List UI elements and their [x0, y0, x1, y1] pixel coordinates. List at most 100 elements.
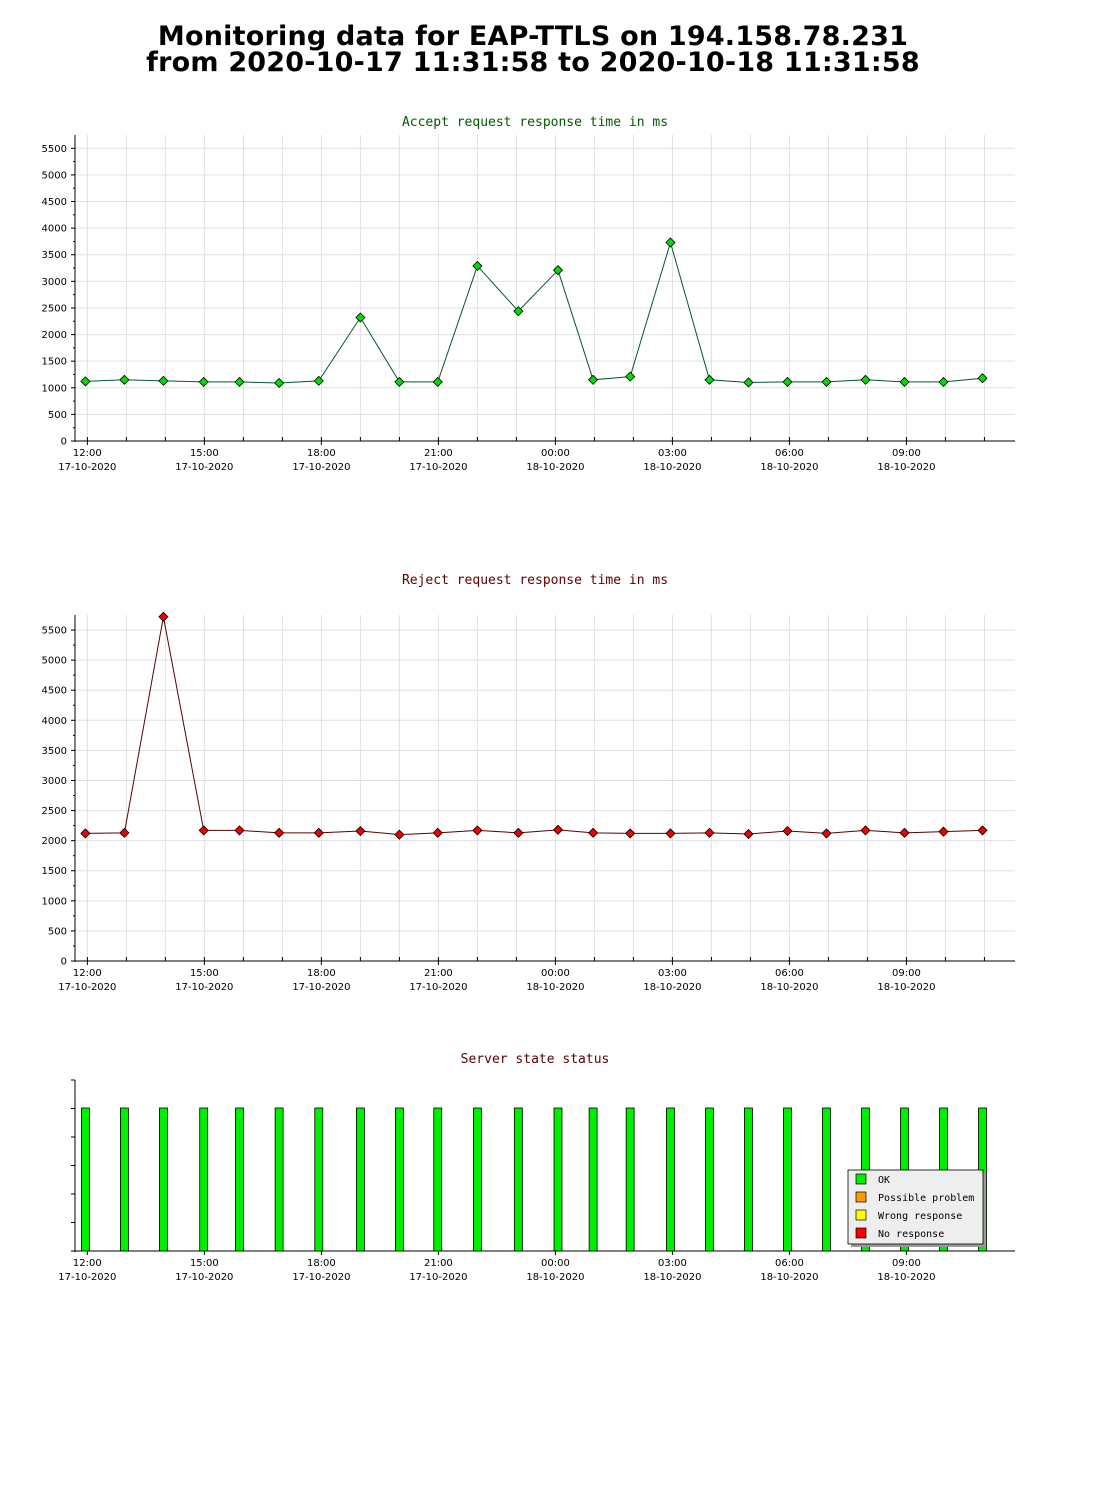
y-tick-label: 3000 [42, 277, 67, 288]
x-tick-date-label: 18-10-2020 [760, 462, 818, 473]
x-tick-date-label: 18-10-2020 [526, 462, 584, 473]
x-tick-time-label: 09:00 [892, 968, 921, 979]
reject-data-point [158, 611, 169, 622]
status-bar [235, 1107, 244, 1252]
x-tick-date-label: 17-10-2020 [58, 982, 116, 993]
y-tick-label: 1000 [42, 896, 67, 907]
page-title-line-1: Monitoring data for EAP-TTLS on 194.158.… [157, 21, 909, 52]
status-bar [355, 1107, 365, 1252]
reject-data-point [234, 825, 245, 836]
reject-series-line [85, 616, 983, 836]
y-tick-label: 2000 [42, 836, 67, 847]
reject-data-point [588, 827, 599, 838]
accept-data-point [119, 374, 130, 385]
x-tick-date-label: 17-10-2020 [409, 982, 467, 993]
y-tick-label: 4000 [42, 716, 67, 727]
status-bar [822, 1107, 831, 1252]
x-tick-time-label: 09:00 [892, 1258, 921, 1269]
y-tick-label: 5500 [42, 144, 67, 155]
reject-data-point [860, 825, 871, 836]
y-tick-label: 4500 [42, 686, 67, 697]
page-title-line-2: from 2020-10-17 11:31:58 to 2020-10-18 1… [146, 47, 920, 78]
x-tick-date-label: 17-10-2020 [175, 1272, 233, 1283]
legend-label: Wrong response [878, 1211, 962, 1222]
y-tick-label: 1000 [42, 383, 67, 394]
x-tick-time-label: 06:00 [775, 968, 804, 979]
status-bar [472, 1107, 482, 1252]
y-tick-label: 5000 [42, 656, 67, 667]
accept-data-point [313, 375, 324, 386]
accept-chart-title: Accept request response time in ms [402, 115, 668, 130]
x-tick-time-label: 21:00 [424, 448, 453, 459]
x-tick-date-label: 18-10-2020 [877, 1272, 935, 1283]
status-bar [314, 1107, 324, 1252]
x-tick-date-label: 17-10-2020 [292, 1272, 350, 1283]
reject-data-point [665, 828, 676, 839]
y-tick-label: 5500 [42, 626, 67, 637]
reject-chart: Reject request response time in ms 0 500 10… [42, 573, 1015, 993]
y-tick-label: 0 [61, 957, 67, 968]
x-tick-date-label: 17-10-2020 [58, 1272, 116, 1283]
reject-data-point [80, 828, 91, 839]
status-bar [199, 1107, 209, 1252]
status-bar [553, 1107, 563, 1252]
status-bar [433, 1107, 443, 1252]
status-bar [705, 1107, 714, 1252]
x-tick-time-label: 09:00 [892, 448, 921, 459]
reject-data-point [394, 829, 405, 840]
x-tick-date-label: 18-10-2020 [760, 1272, 818, 1283]
x-tick-time-label: 15:00 [190, 1258, 219, 1269]
x-tick-date-label: 17-10-2020 [409, 462, 467, 473]
x-tick-time-label: 18:00 [307, 1258, 336, 1269]
x-tick-date-label: 17-10-2020 [175, 982, 233, 993]
reject-data-point [552, 824, 564, 835]
reject-data-point [743, 828, 754, 840]
x-tick-date-label: 17-10-2020 [292, 462, 350, 473]
x-tick-time-label: 00:00 [541, 448, 570, 459]
status-bar [588, 1107, 598, 1252]
legend-label: Possible problem [878, 1193, 974, 1204]
x-tick-date-label: 18-10-2020 [526, 1272, 584, 1283]
y-tick-label: 5000 [42, 170, 67, 181]
accept-data-point [860, 374, 871, 385]
x-tick-time-label: 06:00 [775, 448, 804, 459]
reject-data-point [938, 826, 949, 837]
x-tick-time-label: 12:00 [73, 1258, 102, 1269]
accept-data-point [355, 312, 366, 323]
accept-data-point [472, 260, 483, 271]
accept-chart: Accept request response time in ms 0 500 10… [42, 115, 1015, 473]
legend-label: OK [878, 1175, 890, 1186]
status-bar [625, 1107, 635, 1252]
accept-data-point [588, 374, 599, 385]
accept-data-point [432, 376, 443, 387]
x-tick-time-label: 15:00 [190, 448, 219, 459]
x-tick-date-label: 18-10-2020 [877, 982, 935, 993]
reject-data-point [513, 827, 524, 838]
status-bar [394, 1107, 404, 1252]
accept-data-point [938, 376, 949, 387]
page-title: Monitoring data for EAP-TTLS on 194.158.… [0, 21, 1066, 78]
y-tick-label: 3000 [42, 776, 67, 787]
y-tick-label: 2000 [42, 330, 67, 341]
x-tick-time-label: 12:00 [73, 968, 102, 979]
status-chart: Server state status 12:00 17-10-2020 15:00 1… [58, 1052, 1015, 1283]
x-tick-date-label: 18-10-2020 [643, 462, 701, 473]
reject-data-point [355, 825, 366, 837]
accept-data-point [552, 265, 564, 276]
legend-swatch [855, 1227, 867, 1239]
reject-data-point [198, 825, 209, 836]
reject-data-point [313, 827, 324, 838]
accept-data-point [158, 375, 169, 386]
accept-data-point [513, 306, 524, 317]
status-bar [744, 1107, 753, 1252]
x-tick-date-label: 18-10-2020 [643, 1272, 701, 1283]
status-bar [159, 1107, 168, 1252]
x-tick-time-label: 18:00 [307, 448, 336, 459]
x-tick-date-label: 17-10-2020 [409, 1272, 467, 1283]
y-tick-label: 1500 [42, 866, 67, 877]
reject-data-point [899, 827, 910, 838]
y-tick-label: 4500 [42, 197, 67, 208]
accept-data-point [704, 374, 715, 385]
x-tick-date-label: 18-10-2020 [643, 982, 701, 993]
accept-data-point [899, 376, 910, 387]
